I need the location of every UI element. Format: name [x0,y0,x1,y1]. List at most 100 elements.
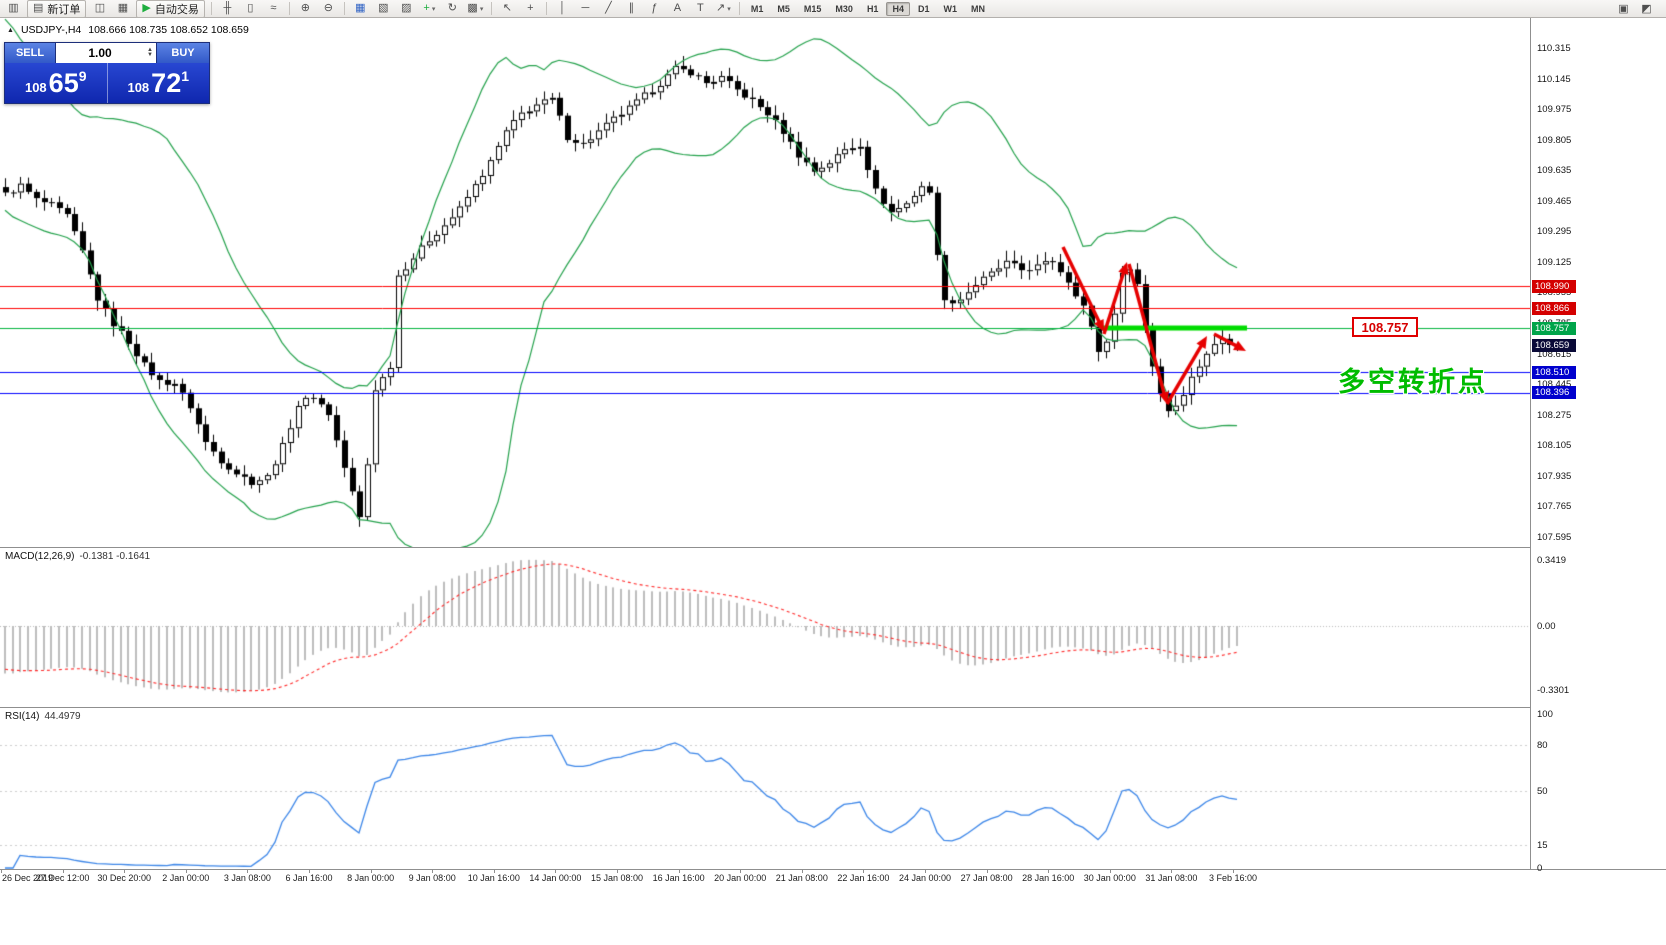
candlestick-chart-icon: ▯ [247,2,254,14]
toolbar-separator [490,2,492,15]
buy-button[interactable]: BUY [157,43,209,63]
horizontal-line-button[interactable]: ─ [574,0,597,18]
timeframe-m5-button[interactable]: M5 [777,3,790,14]
autotrading-button[interactable]: ▶ 自动交易 [136,0,205,18]
rsi-axis-label: 0 [1537,863,1543,874]
rsi-panel-canvas[interactable] [0,707,1530,869]
main-chart-canvas[interactable] [0,18,1530,547]
time-axis[interactable]: 26 Dec 2019 27 Dec 12:00 30 Dec 20:00 2 Jan… [0,869,1666,945]
zoom-in-button[interactable]: ⊕ [294,0,317,18]
sell-button[interactable]: SELL [5,43,55,63]
text-button[interactable]: A [666,0,689,18]
time-axis-tick [185,869,187,873]
rsi-name: RSI(14) [5,711,40,722]
time-axis-label: 14 Jan 00:00 [529,873,582,883]
timeframe-group: M1 M5 M15 M30 H1 H4 D1 W1 MN [744,0,992,17]
time-axis-label: 30 Dec 20:00 [97,873,151,883]
chart-ohlc-values: 108.666 108.735 108.652 108.659 [88,24,249,36]
macd-axis-label: -0.3301 [1537,684,1570,696]
cascade-windows-button[interactable]: ▧ [372,0,395,18]
chat-button[interactable]: ◩ [1641,3,1652,15]
navigator-icon: ▦ [117,2,129,14]
vertical-line-icon: │ [558,2,566,14]
price-level-badge[interactable]: 108.757 [1532,321,1576,335]
rsi-value: 44.4979 [44,711,81,722]
buy-price[interactable]: 108 72 1 [108,63,210,103]
line-chart-button[interactable]: ≈ [262,0,285,18]
price-level-badge[interactable]: 108.510 [1532,365,1576,379]
price-axis[interactable]: 110.315 110.145 109.975 109.805 109.635 109.4… [1531,18,1666,874]
timeframe-h1-button[interactable]: H1 [866,3,879,14]
panel-separator[interactable] [0,707,1666,708]
navigator-button[interactable]: ▦ [111,0,134,18]
volume-down-icon[interactable]: ▼ [147,52,153,58]
toolbar-separator [738,2,740,15]
add-indicator-button[interactable]: + ▾ [418,0,441,18]
timeframe-d1-button[interactable]: D1 [917,3,930,14]
chart-properties-button[interactable]: ▩ ▾ [464,0,487,18]
panel-separator[interactable] [0,547,1666,548]
price-axis-label: 109.295 [1537,226,1572,238]
time-axis-tick [432,869,434,873]
bar-chart-icon: ╫ [223,2,232,14]
crosshair-icon: + [527,2,534,14]
toolbar-separator [210,2,212,15]
timeframe-w1-button[interactable]: W1 [943,3,957,14]
time-axis-label: 21 Jan 08:00 [775,873,828,883]
new-order-icon: ▤ [33,2,44,14]
price-level-badge[interactable]: 108.396 [1532,386,1576,400]
time-axis-tick [62,869,64,873]
price-axis-label: 110.315 [1537,43,1571,54]
refresh-button[interactable]: ↻ [441,0,464,18]
trendline-button[interactable]: ╱ [597,0,620,18]
timeframe-h4-button[interactable]: H4 [886,1,910,16]
tile-windows-icon: ▦ [355,2,366,14]
time-axis-tick [801,869,803,873]
new-order-button[interactable]: ▤ 新订单 [27,0,87,18]
time-axis-label: 9 Jan 08:00 [408,873,456,883]
add-indicator-icon: + [423,2,430,14]
timeframe-m30-button[interactable]: M30 [835,3,853,14]
tile-windows-button[interactable]: ▦ [349,0,372,18]
rsi-axis-label: 50 [1537,786,1548,797]
cursor-button[interactable]: ↖ [496,0,519,18]
timeframe-mn-button[interactable]: MN [970,3,985,14]
rsi-indicator-label: RSI(14) 44.4979 [5,711,81,722]
timeframe-m1-button[interactable]: M1 [750,3,764,14]
price-level-badge[interactable]: 108.866 [1532,301,1576,315]
arrow-tools-button[interactable]: ↗ ▾ [712,0,735,18]
new-chart-button[interactable]: ▥ [2,0,25,18]
fibonacci-button[interactable]: ƒ [643,0,666,18]
rsi-axis-label: 100 [1537,709,1553,720]
buy-price-prefix: 108 [127,80,150,95]
chart-shift-button[interactable]: ▣ [1618,3,1629,15]
label-button[interactable]: T [689,0,712,18]
volume-up-icon[interactable]: ▲ [147,47,153,53]
price-level-tag[interactable]: 108.757 [1352,317,1418,337]
time-axis-tick [925,869,926,873]
toolbar-buttons: ▥ ▤ 新订单 ◫ ▦ ▶ 自动交易 ╫ ▯ ≈ ⊕ ⊖ ▦ ▧ ▨ + ▾ ↻ ▩ ▾ ↖ + │ ─ ╱ ∥ ƒ A T ↗ ▾ [2,0,744,18]
crosshair-button[interactable]: + [519,0,542,18]
sell-price[interactable]: 108 65 9 [5,63,107,103]
price-level-badge[interactable]: 108.990 [1532,279,1576,293]
zoom-out-icon: ⊖ [323,2,333,14]
market-watch-button[interactable]: ◫ [88,0,111,18]
annotation-text[interactable]: 多空转折点 [1338,367,1488,397]
channel-button[interactable]: ∥ [620,0,643,18]
candlestick-chart-button[interactable]: ▯ [239,0,262,18]
zoom-out-button[interactable]: ⊖ [317,0,340,18]
bar-chart-button[interactable]: ╫ [216,0,239,18]
arrange-windows-button[interactable]: ▨ [395,0,418,18]
timeframe-m15-button[interactable]: M15 [803,3,822,14]
current-price-badge: 108.659 [1532,339,1576,353]
time-axis-label: 28 Jan 16:00 [1022,873,1075,883]
time-axis-label: 20 Jan 00:00 [714,873,767,883]
time-axis-label: 26 Dec 2019 [2,873,54,883]
vertical-line-button[interactable]: │ [551,0,574,18]
rsi-axis-label: 15 [1537,839,1548,851]
time-axis-label: 24 Jan 00:00 [898,873,952,883]
time-axis-label: 27 Dec 12:00 [35,873,90,883]
macd-indicator-label: MACD(12,26,9) -0.1381 -0.1641 [5,551,150,562]
macd-panel-canvas[interactable] [0,547,1530,707]
volume-input[interactable] [56,45,144,61]
